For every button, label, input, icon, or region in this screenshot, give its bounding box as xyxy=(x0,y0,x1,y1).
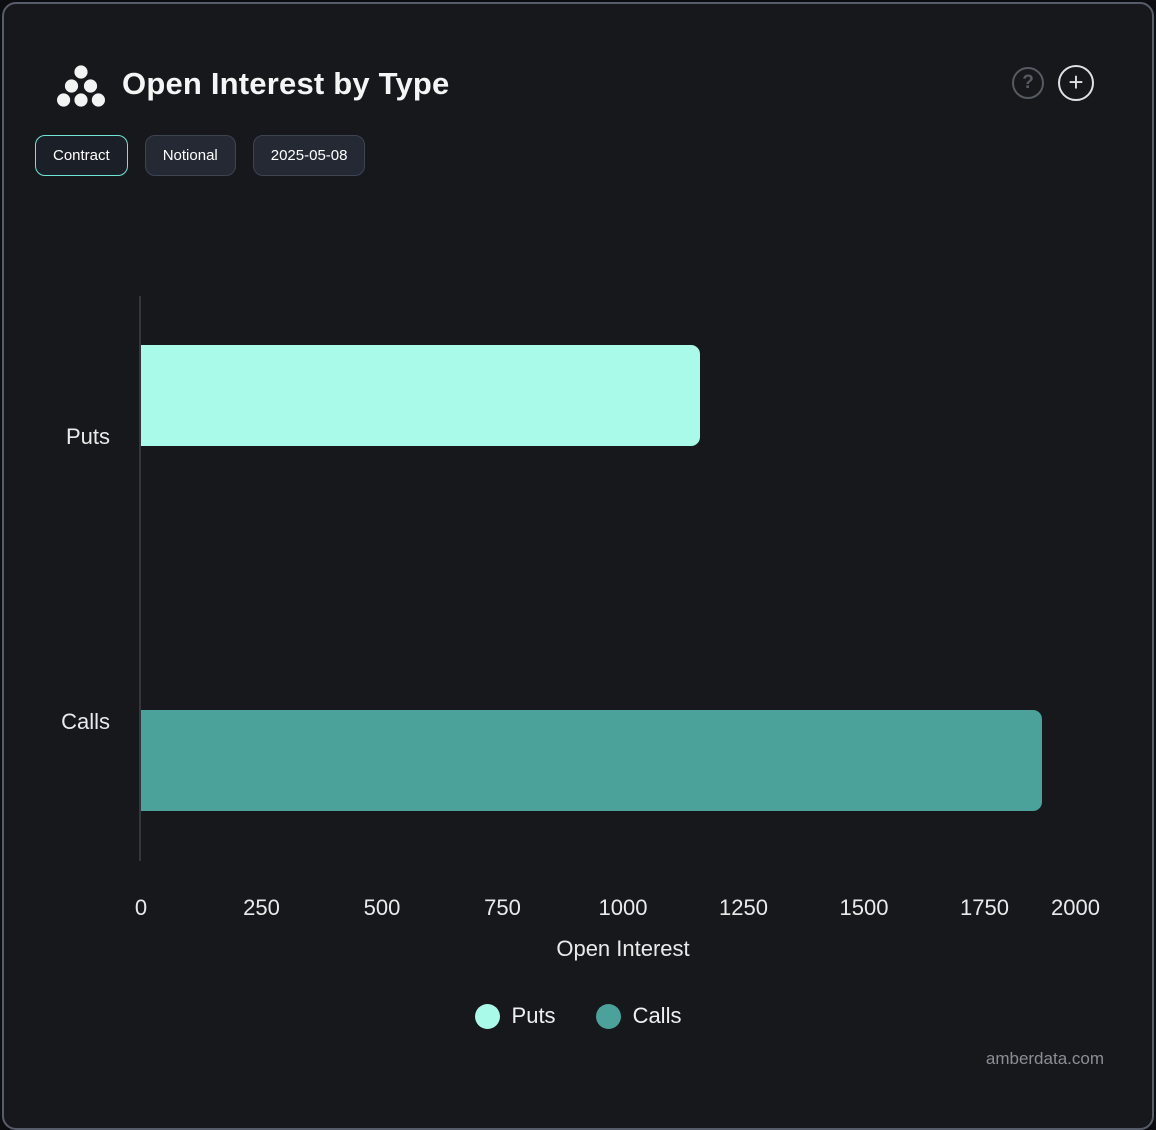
bar-puts[interactable] xyxy=(141,345,700,446)
chip-notional[interactable]: Notional xyxy=(144,135,236,176)
x-tick-1250: 1250 xyxy=(719,895,768,920)
x-tick-250: 250 xyxy=(243,895,280,920)
legend-swatch-puts xyxy=(474,1003,500,1029)
x-tick-2000: 2000 xyxy=(1051,895,1100,920)
watermark: amberdata.com xyxy=(985,1049,1104,1068)
chip-contract[interactable]: Contract xyxy=(35,135,128,176)
plus-glyph: + xyxy=(1068,66,1084,97)
x-tick-1000: 1000 xyxy=(598,895,648,920)
legend: Puts Calls xyxy=(0,1003,1156,1029)
y-axis-line xyxy=(139,296,141,861)
x-axis-title: Open Interest xyxy=(556,936,690,961)
x-tick-500: 500 xyxy=(363,895,401,920)
x-tick-0: 0 xyxy=(134,895,148,920)
help-glyph: ? xyxy=(1022,72,1034,93)
category-label-calls: Calls xyxy=(61,709,110,734)
page-title: Open Interest by Type xyxy=(122,66,450,101)
help-icon[interactable]: ? xyxy=(1012,67,1044,99)
amberdata-logo-icon xyxy=(57,65,105,107)
legend-label-calls: Calls xyxy=(632,1003,682,1028)
x-tick-1750: 1750 xyxy=(960,895,1009,920)
legend-item-calls[interactable]: Calls xyxy=(595,1003,682,1029)
legend-label-puts: Puts xyxy=(511,1003,556,1028)
x-tick-1500: 1500 xyxy=(839,895,889,920)
bar-calls[interactable] xyxy=(141,710,1042,811)
toolbar: Contract Notional 2025-05-08 xyxy=(35,135,366,176)
chip-date[interactable]: 2025-05-08 xyxy=(252,135,366,176)
legend-swatch-calls xyxy=(595,1003,621,1029)
x-tick-750: 750 xyxy=(484,895,521,920)
add-icon[interactable]: + xyxy=(1058,65,1094,101)
legend-item-puts[interactable]: Puts xyxy=(474,1003,556,1029)
category-label-puts: Puts xyxy=(65,424,110,449)
